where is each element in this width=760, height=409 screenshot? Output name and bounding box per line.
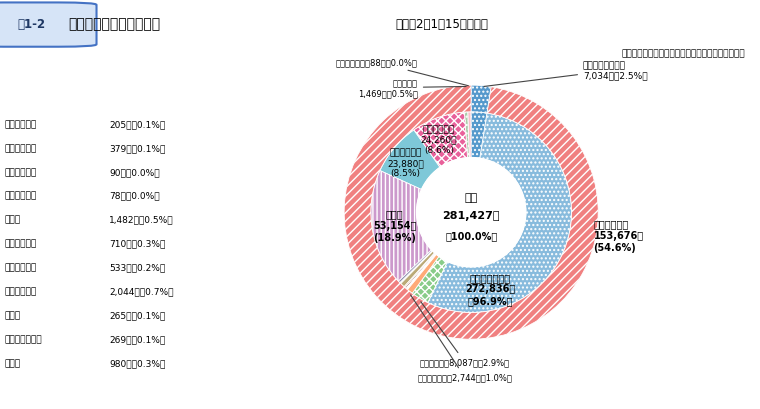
Text: 行政執行法人職員
7,034人（2.5%）: 行政執行法人職員 7,034人（2.5%） xyxy=(484,61,648,87)
Text: 379人（0.1%）: 379人（0.1%） xyxy=(109,144,166,153)
Wedge shape xyxy=(413,113,467,168)
Text: （100.0%）: （100.0%） xyxy=(445,231,497,240)
Wedge shape xyxy=(406,254,436,289)
Text: 行政職（一）
153,676人
(54.6%): 行政職（一） 153,676人 (54.6%) xyxy=(594,219,644,252)
Text: 医療職（三）: 医療職（三） xyxy=(5,287,36,296)
Wedge shape xyxy=(344,86,598,339)
Text: 78人（0.0%）: 78人（0.0%） xyxy=(109,191,160,200)
Text: 研究職: 研究職 xyxy=(5,215,21,224)
Wedge shape xyxy=(401,252,435,287)
Text: 専門スタッフ職: 専門スタッフ職 xyxy=(5,334,43,343)
Text: 教育職（一）: 教育職（一） xyxy=(5,167,36,176)
Wedge shape xyxy=(400,251,432,283)
Wedge shape xyxy=(404,253,435,288)
Text: 2,044人（0.7%）: 2,044人（0.7%） xyxy=(109,287,174,296)
Wedge shape xyxy=(464,112,470,158)
Text: 職員の俸給表別在職状況: 職員の俸給表別在職状況 xyxy=(68,18,160,31)
Wedge shape xyxy=(467,112,471,158)
Text: 任期付職員
1,469人（0.5%）: 任期付職員 1,469人（0.5%） xyxy=(358,79,466,98)
FancyBboxPatch shape xyxy=(0,3,97,47)
Text: 福祉職: 福祉職 xyxy=(5,310,21,319)
Text: 海事職（一）: 海事職（一） xyxy=(5,120,36,129)
Text: 海事職（二）: 海事職（二） xyxy=(5,144,36,153)
Text: 行政職（二）〃2,744人（1.0%）: 行政職（二）〃2,744人（1.0%） xyxy=(410,295,512,382)
Text: 710人（0.3%）: 710人（0.3%） xyxy=(109,239,166,248)
Text: 980人（0.3%）: 980人（0.3%） xyxy=(109,358,166,367)
Text: 公安職（二）
24,260人
(8.6%): 公安職（二） 24,260人 (8.6%) xyxy=(421,125,458,155)
Text: 総数: 総数 xyxy=(464,193,478,202)
Text: （令和元年度一般職の国家公務員の任用状況調査）: （令和元年度一般職の国家公務員の任用状況調査） xyxy=(621,49,745,58)
Text: 指定職: 指定職 xyxy=(5,358,21,367)
Text: 269人（0.1%）: 269人（0.1%） xyxy=(109,334,166,343)
Wedge shape xyxy=(428,114,572,313)
Text: 1,482人（0.5%）: 1,482人（0.5%） xyxy=(109,215,174,224)
Text: 給与法適用職員
272,836人
（96.9%）: 給与法適用職員 272,836人 （96.9%） xyxy=(465,272,515,305)
Text: 533人（0.2%）: 533人（0.2%） xyxy=(109,263,166,272)
Wedge shape xyxy=(471,112,487,159)
Text: 265人（0.1%）: 265人（0.1%） xyxy=(109,310,166,319)
Wedge shape xyxy=(413,257,448,303)
Wedge shape xyxy=(371,171,432,281)
Text: 任期付研究員〃88人（0.0%）: 任期付研究員〃88人（0.0%） xyxy=(336,58,468,87)
Text: 教育職（二）: 教育職（二） xyxy=(5,191,36,200)
Wedge shape xyxy=(407,255,436,290)
Text: 205人（0.1%）: 205人（0.1%） xyxy=(109,120,166,129)
Text: 90人（0.0%）: 90人（0.0%） xyxy=(109,167,160,176)
Wedge shape xyxy=(471,86,491,114)
Text: 医療職（二）: 医療職（二） xyxy=(5,263,36,272)
Wedge shape xyxy=(380,130,440,190)
Circle shape xyxy=(416,158,526,267)
Wedge shape xyxy=(398,250,432,283)
Wedge shape xyxy=(401,251,433,284)
Text: 図1-2: 図1-2 xyxy=(17,18,46,31)
Wedge shape xyxy=(407,255,439,294)
Text: 281,427人: 281,427人 xyxy=(442,210,500,220)
Text: 医療職（一）: 医療職（一） xyxy=(5,239,36,248)
Wedge shape xyxy=(405,254,435,289)
Text: 税務職
53,154人
(18.9%): 税務職 53,154人 (18.9%) xyxy=(373,209,416,242)
Text: 専門行政職〃8,087人（2.9%）: 専門行政職〃8,087人（2.9%） xyxy=(420,302,510,367)
Text: （令和2年1月15日現在）: （令和2年1月15日現在） xyxy=(395,18,488,31)
Wedge shape xyxy=(407,254,436,289)
Wedge shape xyxy=(407,254,436,290)
Text: 公安職（一）
23,880人
(8.5%): 公安職（一） 23,880人 (8.5%) xyxy=(387,148,423,178)
